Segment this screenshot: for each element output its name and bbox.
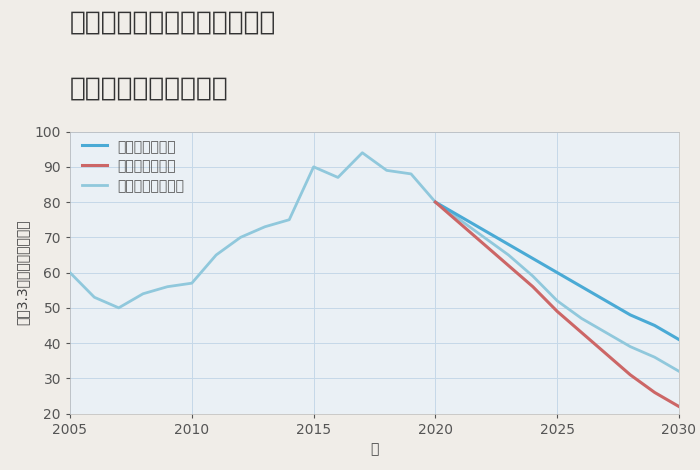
ノーマルシナリオ — [115, 305, 123, 311]
グッドシナリオ — [456, 213, 464, 219]
グッドシナリオ — [480, 227, 489, 233]
バッドシナリオ — [480, 242, 489, 247]
ノーマルシナリオ — [309, 164, 318, 170]
グッドシナリオ — [675, 337, 683, 342]
Line: バッドシナリオ: バッドシナリオ — [435, 202, 679, 407]
ノーマルシナリオ — [602, 330, 610, 336]
ノーマルシナリオ — [650, 354, 659, 360]
ノーマルシナリオ — [431, 199, 440, 205]
ノーマルシナリオ — [626, 344, 634, 349]
ノーマルシナリオ — [212, 252, 220, 258]
ノーマルシナリオ — [528, 273, 537, 279]
グッドシナリオ — [431, 199, 440, 205]
バッドシナリオ — [675, 404, 683, 409]
ノーマルシナリオ — [358, 150, 367, 156]
ノーマルシナリオ — [382, 168, 391, 173]
ノーマルシナリオ — [237, 235, 245, 240]
バッドシナリオ — [504, 263, 512, 268]
バッドシナリオ — [431, 199, 440, 205]
Line: ノーマルシナリオ: ノーマルシナリオ — [70, 153, 679, 371]
X-axis label: 年: 年 — [370, 442, 379, 456]
グッドシナリオ — [504, 242, 512, 247]
ノーマルシナリオ — [285, 217, 293, 223]
Y-axis label: 坪（3.3㎡）単価（万円）: 坪（3.3㎡）単価（万円） — [15, 220, 29, 325]
バッドシナリオ — [553, 308, 561, 314]
グッドシナリオ — [602, 298, 610, 304]
バッドシナリオ — [528, 284, 537, 290]
グッドシナリオ — [528, 256, 537, 261]
ノーマルシナリオ — [334, 175, 342, 180]
ノーマルシナリオ — [163, 284, 172, 290]
ノーマルシナリオ — [504, 252, 512, 258]
ノーマルシナリオ — [66, 270, 74, 275]
Text: 中古戸建ての価格推移: 中古戸建ての価格推移 — [70, 75, 229, 101]
Text: 大阪府大阪市東住吉区矢田の: 大阪府大阪市東住吉区矢田の — [70, 9, 276, 35]
ノーマルシナリオ — [480, 235, 489, 240]
ノーマルシナリオ — [553, 298, 561, 304]
グッドシナリオ — [578, 284, 586, 290]
ノーマルシナリオ — [407, 171, 415, 177]
ノーマルシナリオ — [456, 217, 464, 223]
バッドシナリオ — [626, 372, 634, 378]
グッドシナリオ — [650, 322, 659, 328]
バッドシナリオ — [602, 351, 610, 356]
ノーマルシナリオ — [578, 316, 586, 321]
ノーマルシナリオ — [139, 291, 147, 297]
Line: グッドシナリオ: グッドシナリオ — [435, 202, 679, 339]
バッドシナリオ — [456, 220, 464, 226]
ノーマルシナリオ — [675, 368, 683, 374]
ノーマルシナリオ — [188, 280, 196, 286]
バッドシナリオ — [650, 390, 659, 395]
ノーマルシナリオ — [90, 294, 99, 300]
ノーマルシナリオ — [260, 224, 269, 229]
バッドシナリオ — [578, 330, 586, 336]
グッドシナリオ — [626, 312, 634, 318]
グッドシナリオ — [553, 270, 561, 275]
Legend: グッドシナリオ, バッドシナリオ, ノーマルシナリオ: グッドシナリオ, バッドシナリオ, ノーマルシナリオ — [76, 134, 190, 199]
